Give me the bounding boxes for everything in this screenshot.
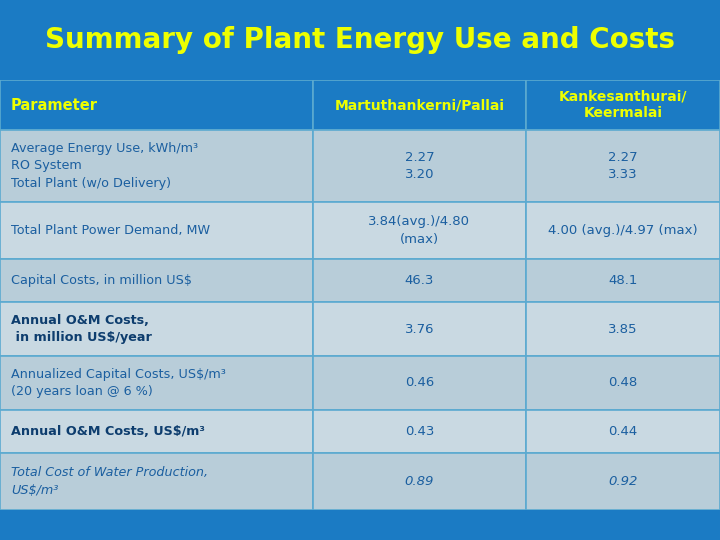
Bar <box>526 302 720 356</box>
Text: Total Plant Power Demand, MW: Total Plant Power Demand, MW <box>11 224 210 237</box>
Bar <box>526 130 720 202</box>
Bar <box>0 410 313 453</box>
Bar <box>0 302 313 356</box>
Text: 0.44: 0.44 <box>608 425 637 438</box>
Text: 3.76: 3.76 <box>405 323 434 336</box>
Text: 2.27
3.33: 2.27 3.33 <box>608 151 638 181</box>
Text: 3.85: 3.85 <box>608 323 637 336</box>
Text: Parameter: Parameter <box>11 98 98 112</box>
Text: Kankesanthurai/
Keermalai: Kankesanthurai/ Keermalai <box>559 90 687 120</box>
Text: 46.3: 46.3 <box>405 274 434 287</box>
Text: Average Energy Use, kWh/m³
RO System
Total Plant (w/o Delivery): Average Energy Use, kWh/m³ RO System Tot… <box>11 142 198 190</box>
Bar <box>526 202 720 259</box>
Bar <box>526 410 720 453</box>
Bar <box>526 80 720 130</box>
Bar <box>0 80 313 130</box>
Text: 48.1: 48.1 <box>608 274 637 287</box>
Bar <box>313 130 526 202</box>
Bar <box>0 259 313 302</box>
Text: Capital Costs, in million US$: Capital Costs, in million US$ <box>11 274 192 287</box>
Bar <box>0 453 313 510</box>
Bar <box>313 453 526 510</box>
Bar <box>526 356 720 410</box>
Text: 0.89: 0.89 <box>405 475 434 488</box>
Text: 0.43: 0.43 <box>405 425 434 438</box>
Bar <box>0 202 313 259</box>
Bar <box>313 80 526 130</box>
Text: Martuthankerni/Pallai: Martuthankerni/Pallai <box>334 98 505 112</box>
Text: Annual O&M Costs,
 in million US$/year: Annual O&M Costs, in million US$/year <box>11 314 152 345</box>
Bar <box>313 302 526 356</box>
Text: 2.27
3.20: 2.27 3.20 <box>405 151 434 181</box>
Bar <box>313 356 526 410</box>
Text: 0.92: 0.92 <box>608 475 637 488</box>
Text: Total Cost of Water Production,
US$/m³: Total Cost of Water Production, US$/m³ <box>11 467 208 497</box>
Text: 3.84(avg.)/4.80
(max): 3.84(avg.)/4.80 (max) <box>369 215 470 246</box>
Bar <box>313 410 526 453</box>
Bar <box>0 130 313 202</box>
Bar <box>0 356 313 410</box>
Text: 0.48: 0.48 <box>608 376 637 389</box>
Bar <box>313 259 526 302</box>
Bar <box>313 202 526 259</box>
Text: 4.00 (avg.)/4.97 (max): 4.00 (avg.)/4.97 (max) <box>548 224 698 237</box>
Text: Annual O&M Costs, US$/m³: Annual O&M Costs, US$/m³ <box>11 425 204 438</box>
Text: Summary of Plant Energy Use and Costs: Summary of Plant Energy Use and Costs <box>45 26 675 54</box>
Bar <box>526 259 720 302</box>
Text: 0.46: 0.46 <box>405 376 434 389</box>
Text: Annualized Capital Costs, US$/m³
(20 years loan @ 6 %): Annualized Capital Costs, US$/m³ (20 yea… <box>11 368 225 398</box>
Bar <box>526 453 720 510</box>
